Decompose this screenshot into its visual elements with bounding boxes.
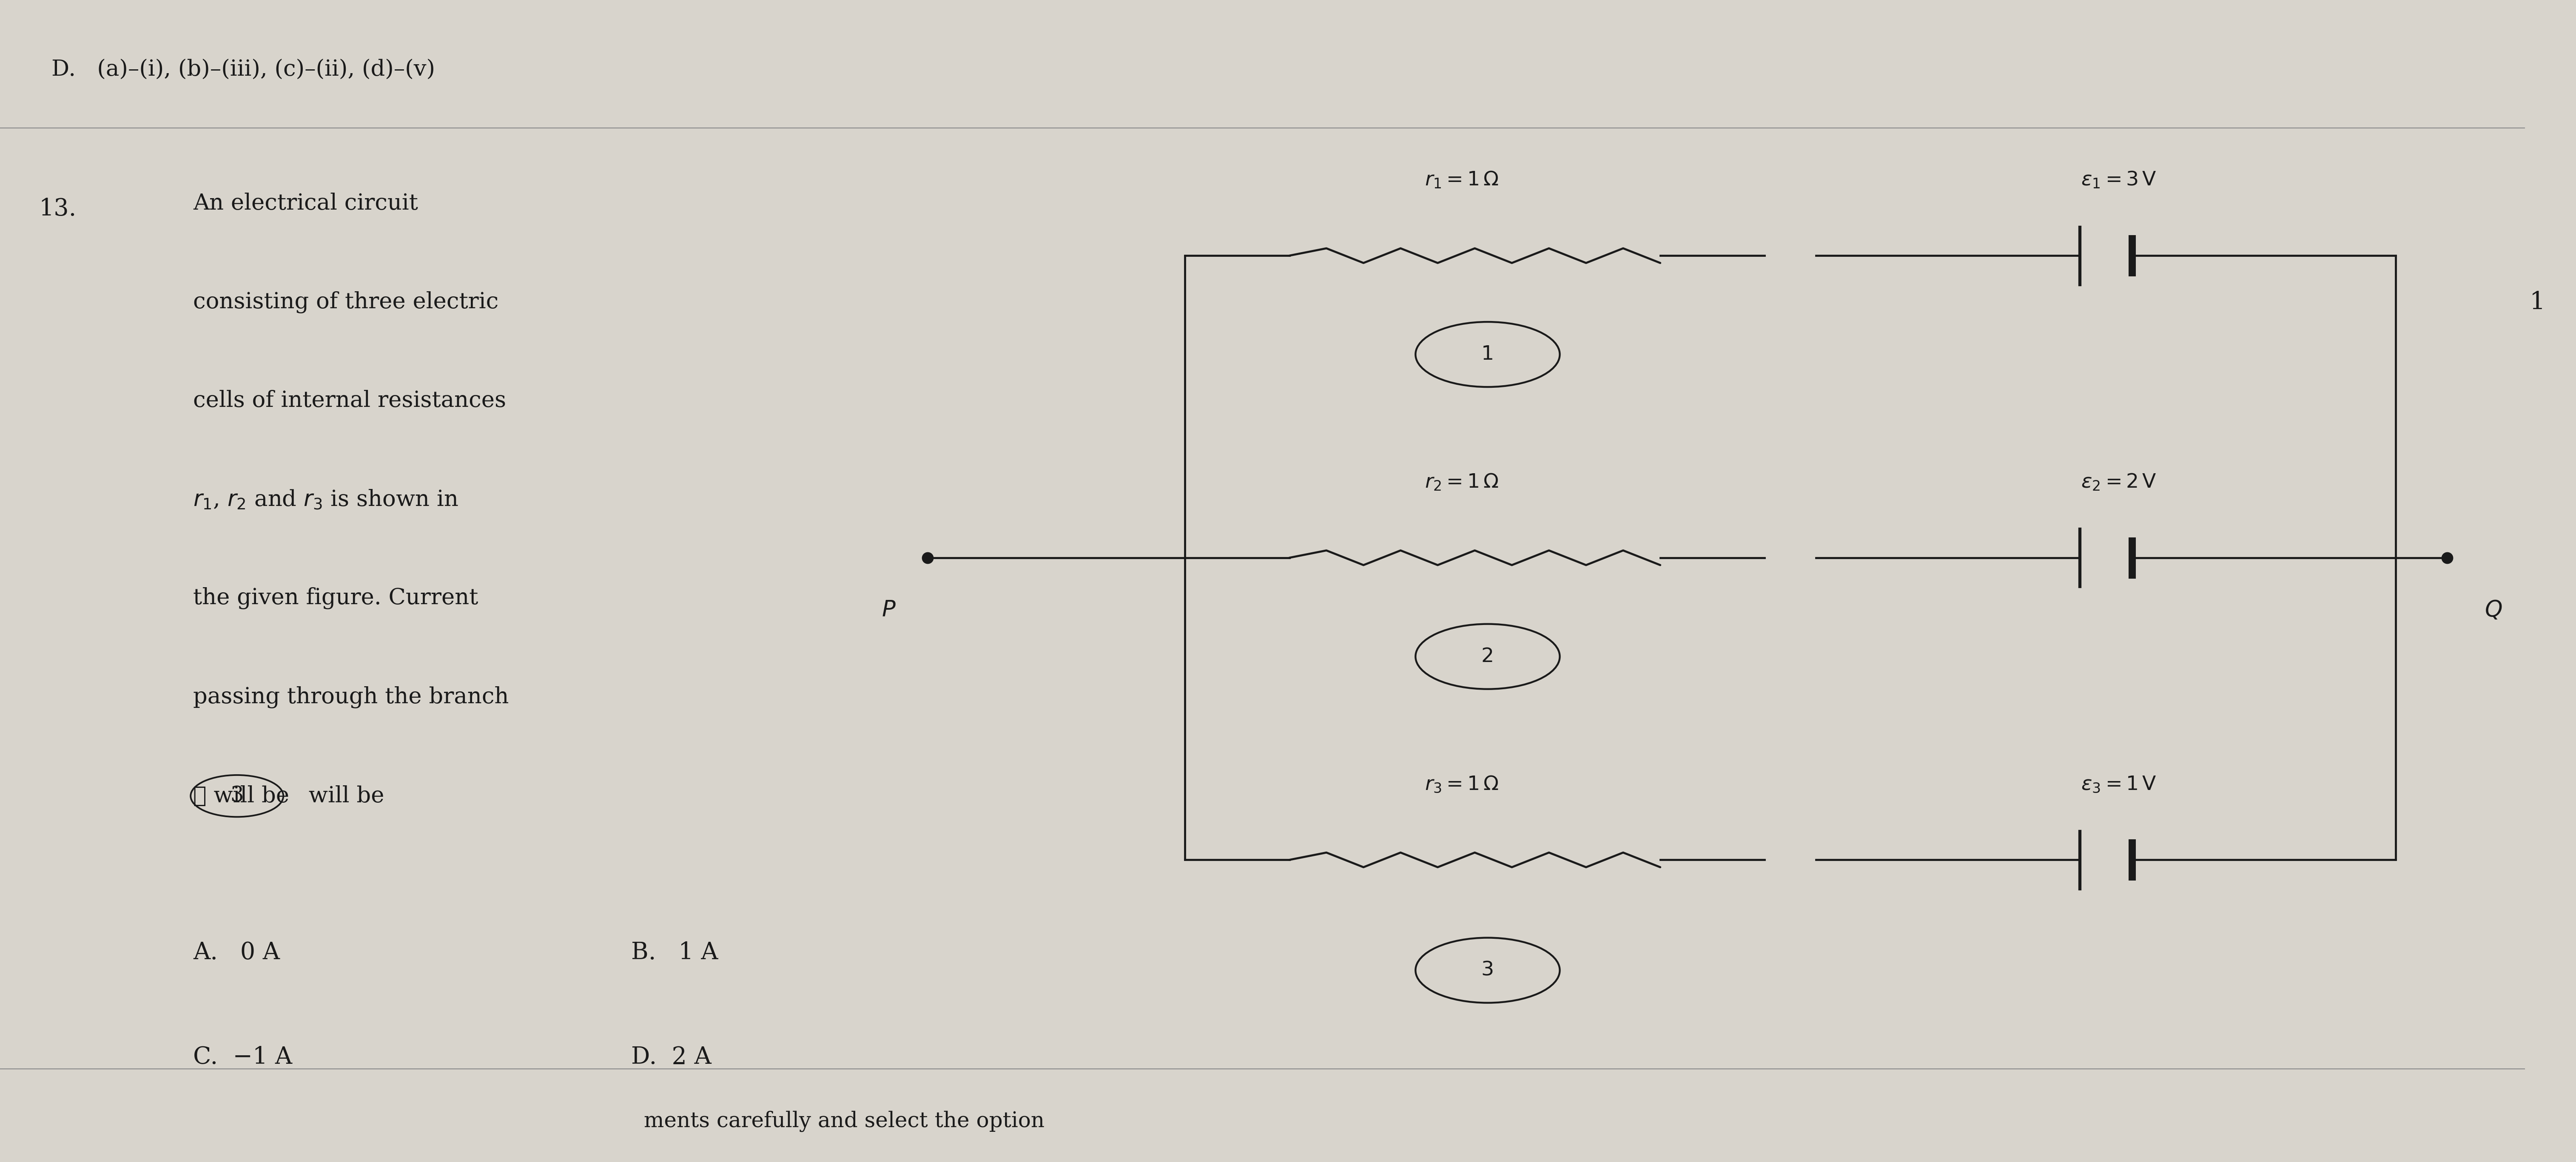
Text: ments carefully and select the option: ments carefully and select the option [644,1111,1046,1132]
Text: 1: 1 [1481,345,1494,364]
Text: $\varepsilon_2 = 2\,\mathrm{V}$: $\varepsilon_2 = 2\,\mathrm{V}$ [2081,472,2156,493]
Text: 3: 3 [1481,961,1494,980]
Text: ④ will be: ④ will be [193,786,289,806]
Text: $\varepsilon_3 = 1\,\mathrm{V}$: $\varepsilon_3 = 1\,\mathrm{V}$ [2081,775,2156,794]
Text: 1: 1 [2530,290,2545,314]
Text: $r_1$, $r_2$ and $r_3$ is shown in: $r_1$, $r_2$ and $r_3$ is shown in [193,488,459,511]
Text: passing through the branch: passing through the branch [193,686,510,709]
Text: 13.: 13. [39,198,77,221]
Text: 3: 3 [229,786,245,806]
Text: B.   1 A: B. 1 A [631,941,719,964]
Text: $r_1 = 1\,\Omega$: $r_1 = 1\,\Omega$ [1425,170,1499,191]
Text: 2: 2 [1481,647,1494,666]
Text: A.   0 A: A. 0 A [193,941,281,964]
Text: P: P [881,598,896,622]
Point [2427,548,2468,567]
Point [907,548,948,567]
Text: cells of internal resistances: cells of internal resistances [193,390,507,411]
Text: $\varepsilon_1 = 3\,\mathrm{V}$: $\varepsilon_1 = 3\,\mathrm{V}$ [2081,170,2156,191]
Text: An electrical circuit: An electrical circuit [193,193,417,214]
Text: consisting of three electric: consisting of three electric [193,290,500,314]
Text: Q: Q [2486,598,2501,622]
Text: D.  2 A: D. 2 A [631,1046,711,1069]
Text: D.   (a)–(i), (b)–(iii), (c)–(ii), (d)–(v): D. (a)–(i), (b)–(iii), (c)–(ii), (d)–(v) [52,59,435,80]
Text: will be: will be [301,786,384,806]
Text: $r_3 = 1\,\Omega$: $r_3 = 1\,\Omega$ [1425,775,1499,794]
Text: the given figure. Current: the given figure. Current [193,587,479,610]
Text: C.  −1 A: C. −1 A [193,1046,291,1069]
Text: $r_2 = 1\,\Omega$: $r_2 = 1\,\Omega$ [1425,472,1499,493]
